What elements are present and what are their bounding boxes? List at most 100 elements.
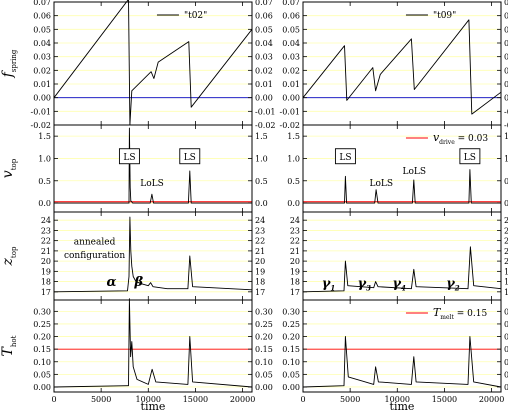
series-line-z-right-0 — [302, 246, 502, 293]
y-tick-label-left-fs-left-7: 0.05 — [33, 25, 51, 34]
y-tick-label-right-z-right-7: 24 — [504, 216, 508, 225]
y-tick-label-right-t-left-5: 0.25 — [255, 320, 273, 329]
y-tick-label-right-v-right-3: 1.5 — [504, 132, 508, 141]
series-line-fs-left-0 — [53, 0, 253, 126]
y-tick-label-left-z-left-5: 22 — [41, 237, 51, 246]
y-tick-label-left-t-right-2: 0.10 — [282, 358, 300, 367]
y-tick-label-right-t-right-0: 0.00 — [504, 383, 508, 392]
y-tick-label-left-z-right-0: 17 — [290, 288, 300, 297]
y-tick-label-right-t-left-2: 0.10 — [255, 358, 273, 367]
annotation-alpha: α — [107, 275, 117, 290]
y-tick-label-left-fs-right-2: 0.00 — [282, 94, 300, 103]
annotation-g1: γ1 — [322, 277, 335, 293]
annotation-annealed-2: configuration — [64, 251, 125, 261]
y-tick-label-right-z-left-7: 24 — [255, 216, 265, 225]
y-axis-label-t-left: Thot — [0, 335, 18, 356]
y-tick-label-right-fs-right-7: 0.05 — [504, 25, 508, 34]
y-tick-label-left-t-right-4: 0.20 — [282, 333, 300, 342]
y-tick-label-right-z-left-5: 22 — [255, 237, 265, 246]
legend-label-fs-right: "t09" — [433, 11, 456, 21]
panels: -0.02 -0.02-0.01 -0.010.00 0.000.01 0.010.02… — [0, 0, 508, 404]
y-tick-label-right-v-right-0: 0.0 — [504, 199, 508, 208]
annotation-lols-r2: LoLS — [402, 167, 426, 177]
y-tick-label-left-fs-left-4: 0.02 — [33, 66, 51, 75]
y-tick-label-left-fs-right-0: -0.02 — [279, 121, 300, 130]
y-tick-label-right-z-right-0: 17 — [504, 288, 508, 297]
y-tick-label-right-z-right-5: 22 — [504, 237, 508, 246]
y-tick-label-right-z-right-3: 20 — [504, 257, 508, 266]
y-tick-label-left-t-right-3: 0.15 — [282, 345, 300, 354]
y-tick-label-right-v-left-2: 1.0 — [255, 154, 268, 163]
x-axis-label-right: time — [390, 400, 415, 413]
y-axis-label-v-left: vtop — [0, 158, 18, 178]
annotation-ls-l1: LS — [123, 153, 135, 163]
y-tick-label-right-fs-right-0: -0.02 — [504, 121, 508, 130]
x-tick-label-t-right-3: 15000 — [432, 395, 457, 404]
series-line-v-left-0 — [54, 127, 252, 204]
y-tick-label-right-fs-left-0: -0.02 — [255, 121, 276, 130]
y-tick-label-right-fs-left-3: 0.01 — [255, 80, 273, 89]
y-tick-label-left-z-right-4: 21 — [290, 247, 300, 256]
y-tick-label-right-z-left-0: 17 — [255, 288, 265, 297]
legend-label-fs-left: "t02" — [184, 11, 207, 21]
y-tick-label-left-fs-left-3: 0.01 — [33, 80, 51, 89]
y-tick-label-left-fs-right-9: 0.07 — [282, 0, 300, 7]
y-tick-label-right-fs-right-2: 0.00 — [504, 94, 508, 103]
legend-label-v-right: vdrive = 0.03 — [433, 131, 488, 146]
y-tick-label-right-z-left-1: 18 — [255, 278, 265, 287]
y-tick-label-left-fs-left-8: 0.06 — [33, 12, 51, 21]
y-tick-label-right-v-left-3: 1.5 — [255, 132, 268, 141]
y-tick-label-left-v-left-1: 0.5 — [38, 177, 51, 186]
label-box-ls-l2 — [179, 148, 201, 165]
y-tick-label-right-fs-left-5: 0.03 — [255, 53, 273, 62]
y-tick-label-left-z-right-2: 19 — [290, 267, 300, 276]
y-tick-label-right-fs-left-7: 0.05 — [255, 25, 273, 34]
y-tick-label-right-t-left-0: 0.00 — [255, 383, 273, 392]
y-tick-label-left-fs-right-3: 0.01 — [282, 80, 300, 89]
y-tick-label-right-t-right-1: 0.05 — [504, 370, 508, 379]
y-tick-label-right-t-right-4: 0.20 — [504, 333, 508, 342]
series-line-t-left-0 — [53, 298, 253, 388]
annotation-ls-r2: LS — [464, 153, 476, 163]
y-tick-label-right-fs-left-4: 0.02 — [255, 66, 273, 75]
y-tick-label-right-z-left-2: 19 — [255, 267, 265, 276]
x-tick-label-t-right-0: 0 — [300, 395, 305, 404]
y-tick-label-left-fs-left-2: 0.00 — [33, 94, 51, 103]
y-tick-label-right-fs-right-6: 0.04 — [504, 39, 508, 48]
y-tick-label-right-fs-left-6: 0.04 — [255, 39, 273, 48]
y-tick-label-left-z-right-7: 24 — [290, 216, 300, 225]
y-tick-label-left-z-right-3: 20 — [290, 257, 300, 266]
y-tick-label-right-z-right-2: 19 — [504, 267, 508, 276]
y-tick-label-right-t-left-4: 0.20 — [255, 333, 273, 342]
y-tick-label-right-z-left-4: 21 — [255, 247, 265, 256]
x-tick-label-t-left-0: 0 — [51, 395, 56, 404]
y-tick-label-left-fs-left-6: 0.04 — [33, 39, 51, 48]
annotation-lols-l: LoLS — [140, 179, 164, 189]
plot-frame-fs-left — [53, 1, 253, 126]
y-tick-label-left-t-left-6: 0.30 — [33, 307, 51, 316]
y-tick-label-right-z-right-6: 23 — [504, 226, 508, 235]
x-tick-label-t-left-1: 5000 — [91, 395, 111, 404]
y-tick-label-right-fs-right-5: 0.03 — [504, 53, 508, 62]
y-tick-label-left-t-right-0: 0.00 — [282, 383, 300, 392]
x-tick-label-t-left-2: 10000 — [136, 395, 161, 404]
y-tick-label-left-v-right-1: 0.5 — [287, 177, 300, 186]
y-tick-label-left-z-left-3: 20 — [41, 257, 51, 266]
series-line-z-left-0 — [53, 216, 253, 293]
annotation-g3: γ3 — [358, 277, 372, 293]
y-tick-label-right-t-left-1: 0.05 — [255, 370, 273, 379]
y-axis-label-fs-left: fspring — [0, 49, 18, 78]
y-tick-label-right-fs-right-3: 0.01 — [504, 80, 508, 89]
panel-fs-right: -0.02 -0.02 -0.01 -0.01 0.00 0.00 0.01 0.01 0.02… — [279, 0, 508, 130]
y-tick-label-left-t-left-4: 0.20 — [33, 333, 51, 342]
y-tick-label-left-t-right-6: 0.30 — [282, 307, 300, 316]
y-tick-label-left-fs-left-1: -0.01 — [30, 107, 51, 116]
y-tick-label-left-z-left-7: 24 — [41, 216, 51, 225]
y-axis-label-z-left: ztop — [0, 246, 18, 266]
panel-t-right: 0.00 0.00 0.05 0.05 0.10 0.10 0.15 0.15 0.20 0.20… — [282, 299, 508, 404]
panel-v-right: 0.0 0.0 0.5 0.5 1.0 1.0 1.5 1.5 vdrive = 0.03 — [287, 124, 508, 213]
y-tick-label-left-t-left-3: 0.15 — [33, 345, 51, 354]
y-tick-label-right-fs-left-8: 0.06 — [255, 12, 273, 21]
y-tick-label-right-fs-left-9: 0.07 — [255, 0, 273, 7]
